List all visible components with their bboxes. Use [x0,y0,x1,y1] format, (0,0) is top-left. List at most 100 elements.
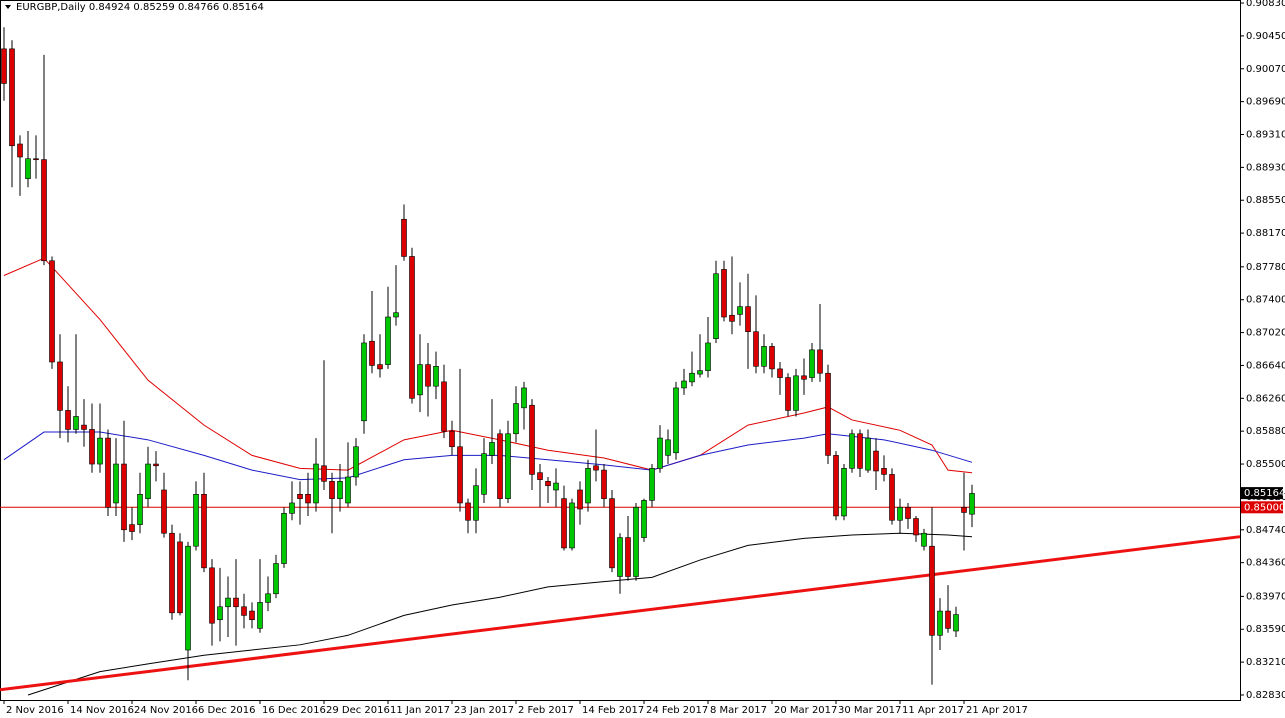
candle-body [233,597,239,608]
candle-body [41,159,47,262]
candle-body [553,482,559,491]
candle-body [777,368,783,378]
candle-body [137,494,143,525]
candle-body [113,463,119,504]
candle-body [649,468,655,501]
candle-body [705,342,711,371]
candle-body [841,468,847,517]
candle-body [329,481,335,499]
x-tick-label: 2 Nov 2016 [6,705,64,716]
moving-average [27,532,973,696]
candle-body [249,610,255,621]
candle-body [33,158,39,161]
x-tick-label: 24 Nov 2016 [134,705,198,716]
candle-body [569,502,575,549]
candle-body [889,474,895,521]
candle-body [833,455,839,517]
y-tick-label: 0.88930 [1246,162,1285,173]
candle-body [633,506,639,577]
y-tick-label: 0.90450 [1246,31,1285,42]
candle-body [465,502,471,521]
candle-body [641,500,647,538]
candle-body [817,349,823,374]
candle-body [585,468,591,504]
candle-body [385,316,391,365]
y-tick-label: 0.84360 [1246,558,1285,569]
candle-body [353,446,359,478]
candle-body [897,506,903,521]
x-tick-label: 11 Apr 2017 [902,705,964,716]
candle-body [857,433,863,469]
x-tick-label: 20 Mar 2017 [774,705,837,716]
candle-body [369,340,375,366]
candle-body [969,493,975,515]
candle-body [689,372,695,383]
candle-body [161,489,167,534]
candle-body [913,518,919,536]
candle-body [721,269,727,318]
candle-body [201,494,207,569]
candle-body [497,433,503,499]
candle-body [417,364,423,396]
candle-body [473,485,479,521]
candle-body [25,158,31,179]
y-tick-label: 0.88550 [1246,195,1285,206]
candle-body [753,331,759,367]
candle-body [729,314,735,322]
candle-body [401,218,407,257]
y-tick-label: 0.87020 [1246,328,1285,339]
y-tick-label: 0.83210 [1246,657,1285,668]
y-tick-label: 0.89310 [1246,129,1285,140]
candle-body [321,465,327,482]
candle-body [905,506,911,519]
candle-body [49,260,55,363]
candle-body [769,346,775,370]
y-tick-label: 0.85500 [1246,459,1285,470]
candle-body [505,433,511,499]
candle-body [441,381,447,432]
candle-body [345,476,351,504]
y-tick-label: 0.86260 [1246,393,1285,404]
candle-body [713,273,719,339]
candle-body [377,364,383,370]
candle-body [97,437,103,465]
candle-body [545,481,551,486]
candle-body [961,506,967,513]
candle-body [225,597,231,608]
candle-body [793,375,799,411]
candle-body [873,450,879,472]
candle-body [489,442,495,456]
y-tick-label: 0.84740 [1246,525,1285,536]
candle-body [881,468,887,475]
candle-body [529,404,535,475]
x-tick-label: 8 Mar 2017 [710,705,767,716]
candle-body [601,469,607,499]
candle-body [337,481,343,499]
candle-body [81,424,87,430]
x-tick-label: 23 Jan 2017 [454,705,514,716]
candle-body [209,567,215,624]
price-tag [1241,501,1283,514]
y-tick-label: 0.87780 [1246,262,1285,273]
candle-body [577,489,583,510]
candle-body [169,532,175,614]
candle-body [185,545,191,651]
candle-body [425,364,431,387]
candle-body [561,498,567,549]
x-tick-label: 30 Mar 2017 [838,705,901,716]
candle-body [73,416,79,430]
y-tick-label: 0.83590 [1246,624,1285,635]
candle-body [265,593,271,603]
price-tag-label: 0.85000 [1244,502,1285,513]
candle-body [297,494,303,499]
candle-body [281,513,287,564]
candle-body [241,606,247,616]
candle-body [57,361,63,411]
y-tick-label: 0.89690 [1246,97,1285,108]
candle-body [65,410,71,430]
candle-body [849,433,855,469]
candle-body [697,370,703,375]
x-tick-label: 24 Feb 2017 [646,705,708,716]
candle-body [433,366,439,387]
